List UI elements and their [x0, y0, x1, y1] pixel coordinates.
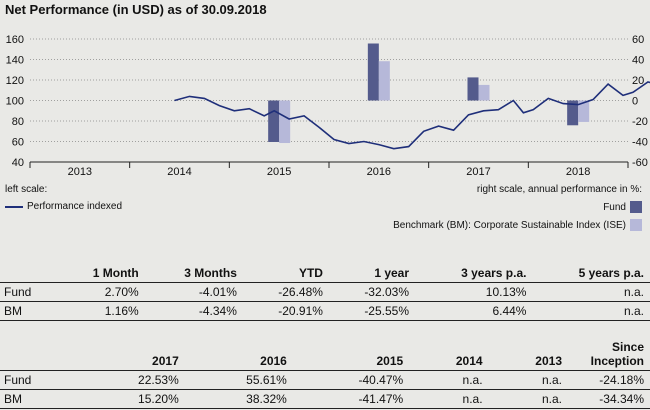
table-cell: 6.44%	[415, 301, 533, 321]
right-tick-label: -20	[632, 116, 648, 128]
table-cell: BM	[0, 389, 77, 409]
table-cell: -4.34%	[144, 301, 243, 321]
legend-line-item: Performance indexed	[5, 201, 122, 212]
table-header-cell: 2017	[76, 338, 185, 371]
table-header-cell: 2014	[409, 338, 489, 371]
table-header-cell: YTD	[242, 264, 329, 283]
x-tick-label: 2017	[466, 166, 490, 178]
legend-fund-item: Fund	[393, 201, 642, 213]
table-row: BM 1.16% -4.34% -20.91% -25.55% 6.44% n.…	[0, 301, 650, 321]
table-cell: -34.34%	[568, 389, 650, 409]
table-header-cell	[0, 264, 57, 283]
table-cell: n.a.	[409, 389, 489, 409]
right-tick-label: 60	[632, 34, 644, 46]
x-tick-label: 2013	[68, 166, 92, 178]
bm-bar	[378, 61, 390, 101]
right-scale-label: right scale, annual performance in %:	[476, 184, 642, 195]
table-cell: 10.13%	[415, 282, 533, 302]
chart-title: Net Performance (in USD) as of 30.09.201…	[5, 2, 267, 17]
table-cell: -4.01%	[144, 282, 243, 302]
table-cell: 38.32%	[184, 389, 293, 409]
right-tick-label: 0	[632, 96, 638, 108]
table-cell: BM	[0, 301, 57, 321]
legend-fund-label: Fund	[603, 201, 626, 213]
table-cell: -24.18%	[568, 370, 650, 390]
table-header-row: 1 Month 3 Months YTD 1 year 3 years p.a.…	[0, 264, 650, 283]
table-cell: 1.16%	[56, 301, 145, 321]
bm-bar	[578, 100, 590, 122]
bm-bar	[279, 100, 291, 144]
table-header-cell: 1 Month	[56, 264, 145, 283]
right-tick-label: 40	[632, 55, 644, 67]
line-swatch	[5, 205, 23, 208]
table-cell: -40.47%	[292, 370, 410, 390]
table-row: Fund 22.53% 55.61% -40.47% n.a. n.a. -24…	[0, 370, 650, 390]
fund-bar	[567, 100, 579, 126]
performance-chart: 40 60 80 100 120 140 160 -60 -40 -20 0 20 40 60 2013 20…	[6, 34, 650, 178]
table-header-cell: Since Inception	[568, 338, 650, 371]
table-cell: n.a.	[409, 370, 489, 390]
performance-line	[174, 81, 650, 150]
table-cell: n.a.	[532, 282, 650, 302]
right-tick-label: -40	[632, 137, 648, 149]
table-header-cell: 5 years p.a.	[532, 264, 650, 283]
table-row: Fund 2.70% -4.01% -26.48% -32.03% 10.13%…	[0, 282, 650, 302]
table-header-cell: 1 year	[328, 264, 416, 283]
table-cell: n.a.	[488, 370, 568, 390]
table-cell: 2.70%	[56, 282, 145, 302]
left-tick-label: 40	[12, 157, 24, 169]
table-cell: -20.91%	[242, 301, 329, 321]
legend-bm-item: Benchmark (BM): Corporate Sustainable In…	[393, 219, 642, 231]
legend-line-label: Performance indexed	[27, 201, 123, 212]
left-tick-label: 60	[12, 137, 24, 149]
table-cell: 15.20%	[76, 389, 185, 409]
table-cell: -25.55%	[328, 301, 416, 321]
fund-bar	[467, 77, 479, 101]
x-tick-label: 2014	[167, 166, 191, 178]
table-cell: n.a.	[488, 389, 568, 409]
table-cell: n.a.	[532, 301, 650, 321]
table-header-cell: 2015	[292, 338, 410, 371]
x-tick-label: 2015	[267, 166, 291, 178]
table-cell: 55.61%	[184, 370, 293, 390]
table-cell: Fund	[0, 370, 77, 390]
table-header-cell: 3 years p.a.	[415, 264, 533, 283]
right-tick-label: 20	[632, 75, 644, 87]
table-cell: -41.47%	[292, 389, 410, 409]
legend-left: left scale: Performance indexed	[5, 184, 122, 212]
table-cell: 22.53%	[76, 370, 185, 390]
period-performance-table: 1 Month 3 Months YTD 1 year 3 years p.a.…	[0, 264, 650, 321]
right-tick-label: -60	[632, 157, 648, 169]
fund-bar	[367, 43, 379, 101]
table-row: BM 15.20% 38.32% -41.47% n.a. n.a. -34.3…	[0, 389, 650, 409]
table-header-cell: 2013	[488, 338, 568, 371]
bm-swatch	[630, 219, 642, 231]
x-tick-label: 2018	[566, 166, 590, 178]
legend-bm-label: Benchmark (BM): Corporate Sustainable In…	[393, 219, 626, 231]
left-tick-label: 120	[6, 75, 24, 87]
left-tick-label: 80	[12, 116, 24, 128]
legend-right: right scale, annual performance in %: Fu…	[393, 184, 642, 231]
table-header-cell: 2016	[184, 338, 293, 371]
table-header-cell	[0, 338, 77, 371]
table-cell: Fund	[0, 282, 57, 302]
left-tick-label: 140	[6, 55, 24, 67]
table-header-row: 2017 2016 2015 2014 2013 Since Inception	[0, 338, 650, 371]
annual-performance-table: 2017 2016 2015 2014 2013 Since Inception…	[0, 338, 650, 409]
left-tick-label: 100	[6, 96, 24, 108]
table-header-cell: 3 Months	[144, 264, 243, 283]
table-cell: -26.48%	[242, 282, 329, 302]
left-scale-label: left scale:	[5, 184, 48, 195]
fund-swatch	[630, 201, 642, 213]
left-tick-label: 160	[6, 34, 24, 46]
table-cell: -32.03%	[328, 282, 416, 302]
x-tick-label: 2016	[367, 166, 391, 178]
fund-bar	[268, 100, 280, 142]
bm-bar	[478, 84, 490, 101]
